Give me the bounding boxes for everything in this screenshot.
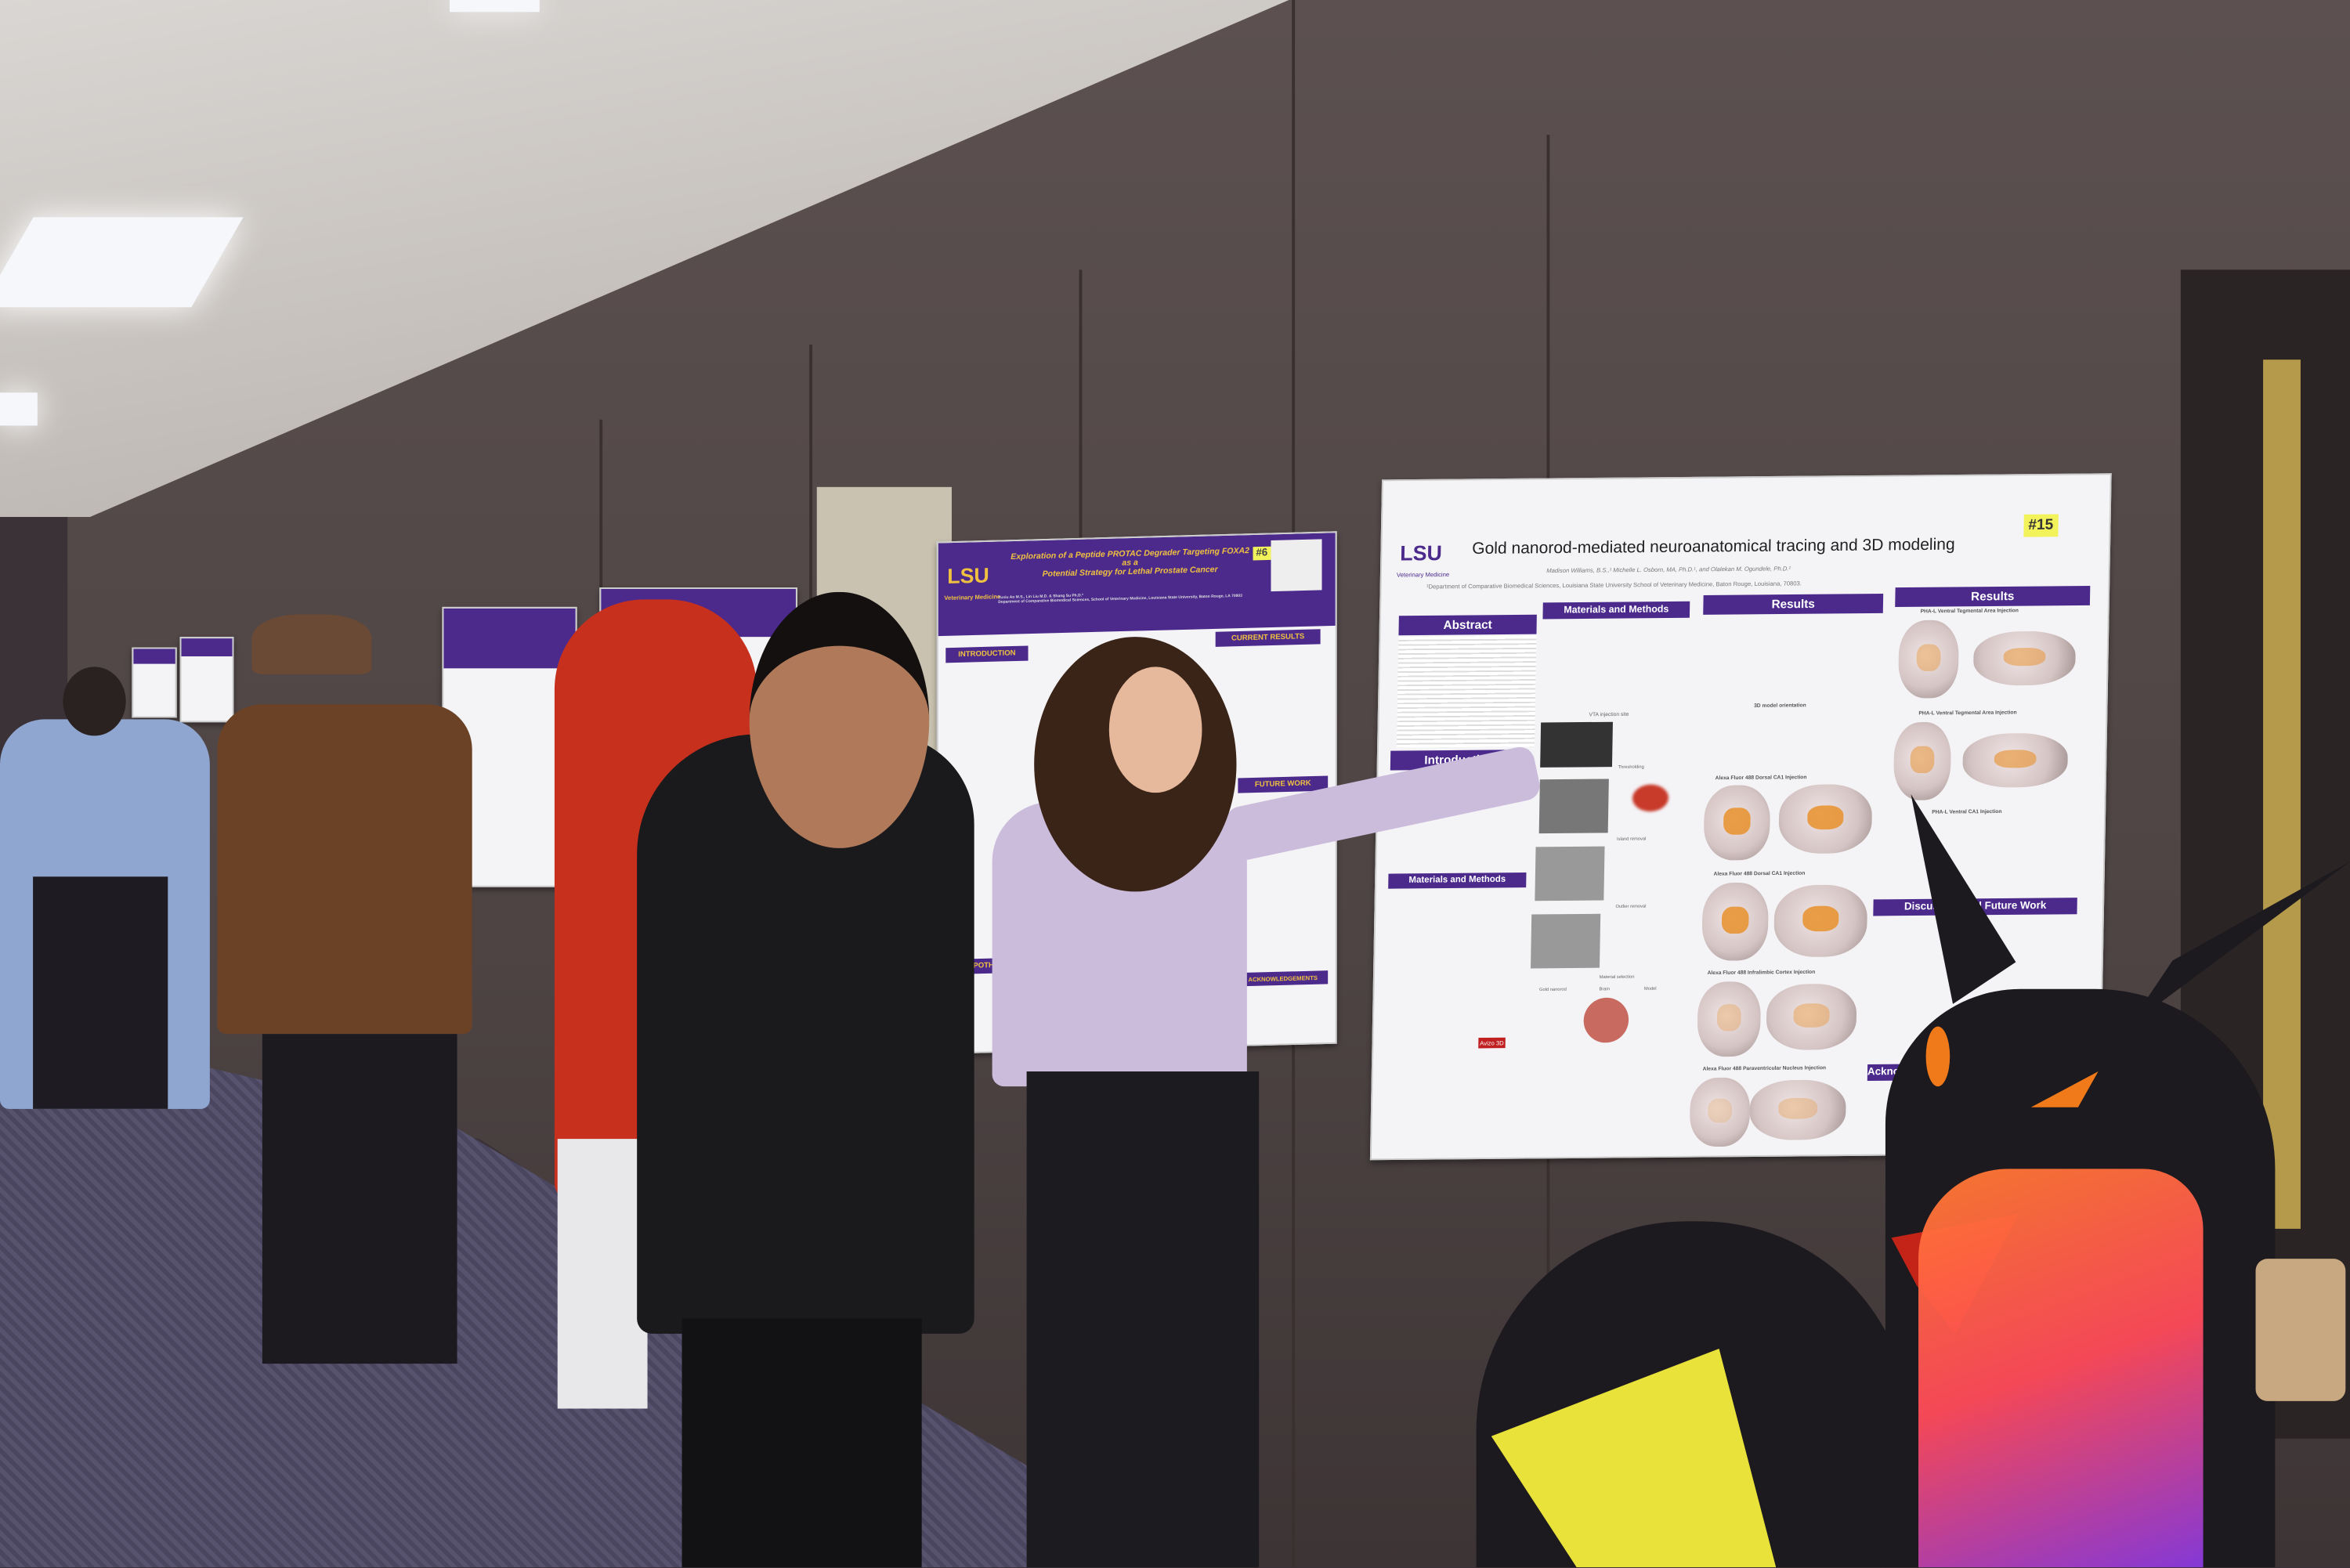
brain-model <box>1773 884 1868 958</box>
brain-label: Brain <box>1599 985 1611 992</box>
brain-model <box>1703 785 1771 861</box>
man-head <box>749 591 930 848</box>
brain-model <box>1897 620 1960 699</box>
person-trousers <box>33 876 168 1109</box>
result-label: Alexa Fluor 488 Infralimbic Cortex Injec… <box>1707 969 1816 976</box>
section-methods-2: Materials and Methods <box>1388 873 1527 889</box>
model-label: Model <box>1643 985 1657 992</box>
woman-trousers <box>1026 1071 1260 1568</box>
ceiling-light <box>449 0 540 13</box>
brain-model <box>1701 882 1770 961</box>
man-trousers <box>682 1318 922 1568</box>
result-label: Alexa Fluor 488 Paraventricular Nucleus … <box>1702 1064 1827 1072</box>
section-acknowledgements: ACKNOWLEDGEMENTS <box>1238 970 1329 987</box>
vta-label: VTA injection site <box>1589 711 1629 718</box>
section-abstract: Abstract <box>1398 614 1537 636</box>
logo-subtitle: Veterinary Medicine <box>1396 570 1450 579</box>
ceiling-light <box>0 392 38 426</box>
section-results-1: Results <box>1703 593 1884 615</box>
lsu-logo: LSU <box>947 562 989 588</box>
qr-code <box>1271 539 1322 592</box>
dragon-eye <box>1925 1026 1950 1087</box>
person-head <box>63 667 126 736</box>
gold-nanorod-label: Gold nanorod <box>1538 986 1567 992</box>
abstract-text <box>1396 635 1537 748</box>
outlier-removal-label: Outlier removal <box>1615 902 1647 909</box>
ct-image <box>1535 846 1605 901</box>
poster-affiliation: ¹Department of Comparative Biomedical Sc… <box>1426 579 1802 591</box>
section-results-2: Results <box>1895 585 2091 608</box>
thresholding-label: Thresholding <box>1618 763 1644 770</box>
gold-curtain <box>2263 359 2301 1229</box>
brain-model <box>1689 1077 1751 1147</box>
dragon-glowing-belly <box>1918 1169 2204 1568</box>
avizo-label: Avizo 3D <box>1478 1037 1506 1049</box>
brain-model <box>1962 732 2069 788</box>
poster-title: Gold nanorod-mediated neuroanatomical tr… <box>1471 536 1955 558</box>
result-label: PHA-L Ventral Tegmental Area Injection <box>1920 607 2019 615</box>
poster-far <box>179 637 234 723</box>
lsu-logo: LSU <box>1400 540 1443 565</box>
costume-white-legs <box>557 1139 648 1409</box>
poster-number: #6 <box>1253 546 1271 561</box>
brain-model <box>1778 784 1873 854</box>
section-introduction: INTRODUCTION <box>945 645 1029 663</box>
brain-model <box>1972 630 2077 686</box>
result-label: Alexa Fluor 488 Dorsal CA1 Injection <box>1713 869 1806 877</box>
cowboy-hat <box>251 614 372 674</box>
brain-model <box>1893 721 1952 800</box>
section-materials-methods: Materials and Methods <box>1542 601 1690 620</box>
result-label: PHA-L Ventral CA1 Injection <box>1932 808 2002 815</box>
orientation-label: 3D model orientation <box>1754 702 1806 709</box>
poster-far <box>132 647 177 718</box>
result-label: Alexa Fluor 488 Dorsal CA1 Injection <box>1715 774 1807 782</box>
ct-image <box>1540 721 1613 768</box>
island-removal-label: Island removal <box>1616 835 1647 842</box>
logo-subtitle: Veterinary Medicine <box>944 592 1001 602</box>
woman-face <box>1108 667 1202 793</box>
material-selection-label: Material selection <box>1599 973 1635 980</box>
brain-model <box>1749 1079 1847 1140</box>
brain-model-red <box>1583 997 1629 1043</box>
brain-model <box>1766 983 1857 1050</box>
result-label: PHA-L Ventral Tegmental Area Injection <box>1918 709 2017 717</box>
paper-bag <box>2255 1259 2346 1401</box>
poster-number: #15 <box>2023 514 2059 537</box>
ct-image <box>1538 779 1609 834</box>
section-current-results: CURRENT RESULTS <box>1215 629 1321 647</box>
poster-authors: Madison Williams, B.S.,¹ Michelle L. Osb… <box>1546 564 1791 574</box>
ct-image <box>1531 913 1601 969</box>
brain-model <box>1697 981 1762 1057</box>
person-trousers <box>262 1034 457 1364</box>
person-pirate-costume <box>217 704 472 1035</box>
nanorod-cloud <box>1632 784 1669 812</box>
